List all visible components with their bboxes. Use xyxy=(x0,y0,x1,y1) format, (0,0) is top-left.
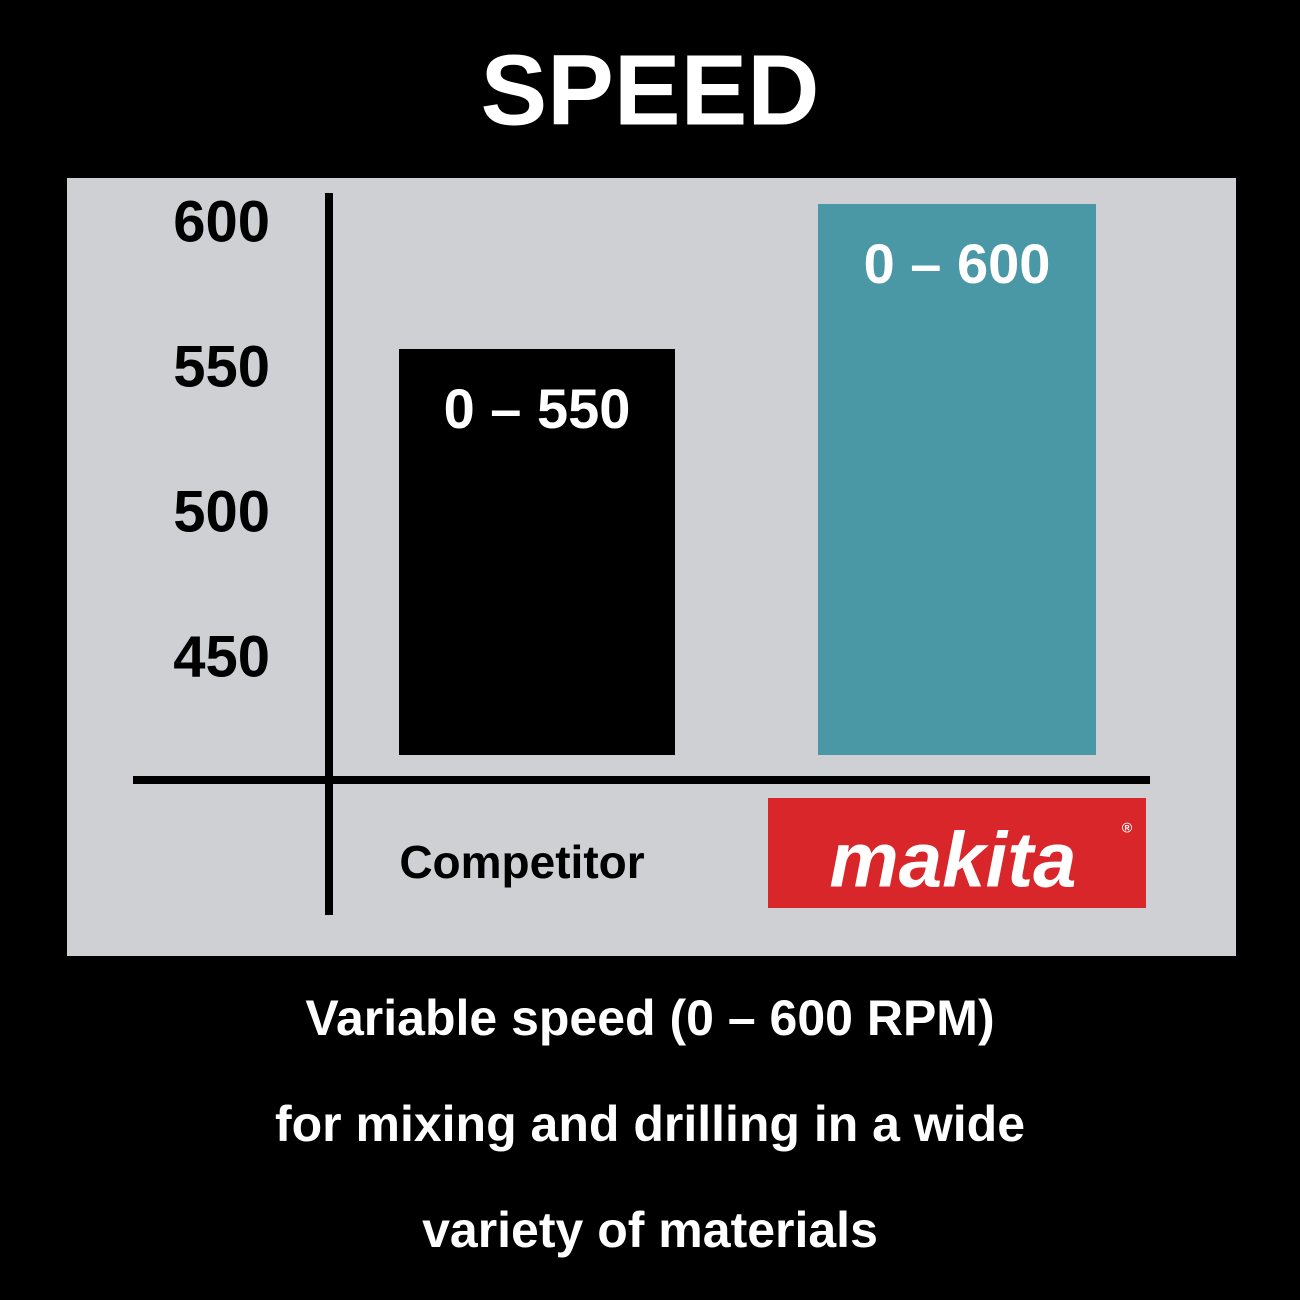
y-tick-label: 600 xyxy=(173,189,270,254)
caption-line: variety of materials xyxy=(422,1202,878,1258)
chart-title: SPEED xyxy=(480,34,819,146)
value-label: 0 – 550 xyxy=(444,377,631,440)
caption-line: Variable speed (0 – 600 RPM) xyxy=(305,990,994,1046)
y-tick-label: 450 xyxy=(173,624,270,689)
logo-mark: ® xyxy=(1122,820,1133,836)
caption-line: for mixing and drilling in a wide xyxy=(275,1096,1025,1152)
logo-box xyxy=(768,798,1146,908)
bar xyxy=(818,204,1096,755)
y-tick-label: 550 xyxy=(173,334,270,399)
value-label: 0 – 600 xyxy=(864,232,1051,295)
logo-text: makita xyxy=(829,816,1076,904)
x-tick-label: Competitor xyxy=(399,836,644,888)
bar xyxy=(399,349,675,755)
y-tick-label: 500 xyxy=(173,479,270,544)
